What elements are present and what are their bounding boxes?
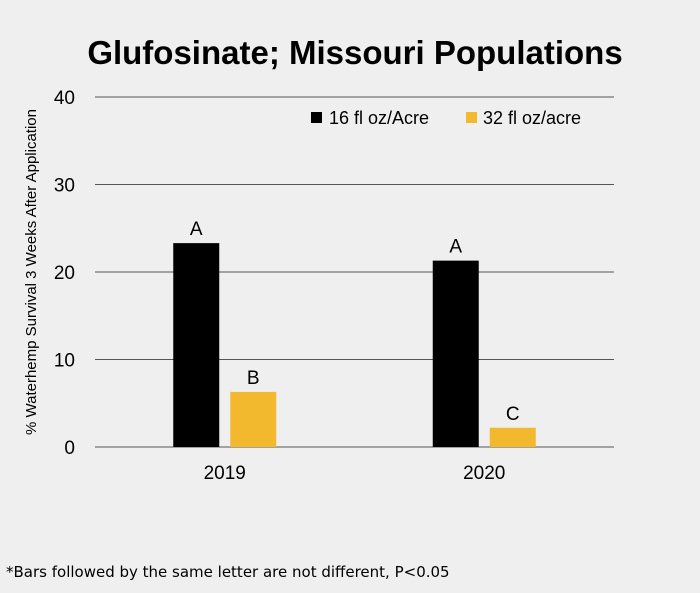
significance-letter: B (247, 368, 260, 389)
y-tick-label: 20 (54, 263, 75, 284)
y-tick-label: 0 (64, 438, 75, 459)
chart: Glufosinate; Missouri Populations 0 10 20 3… (23, 34, 623, 484)
significance-letter: A (190, 219, 203, 240)
x-axis: 2019 2020 (204, 463, 506, 484)
bar-2020-series-2 (489, 427, 536, 447)
legend-swatch-16-fl-oz (311, 112, 322, 123)
legend-swatch-32-fl-oz (466, 112, 477, 123)
significance-letter: C (506, 404, 520, 425)
y-tick-label: 30 (54, 176, 75, 197)
legend-label-16-fl-oz: 16 fl oz/Acre (329, 108, 429, 128)
y-tick-label: 40 (54, 88, 75, 109)
legend: 16 fl oz/Acre 32 fl oz/acre (311, 108, 581, 128)
bars: A B A C (173, 219, 536, 447)
y-tick-label: 10 (54, 351, 75, 372)
legend-label-32-fl-oz: 32 fl oz/acre (483, 108, 581, 128)
footnote: *Bars followed by the same letter are no… (6, 563, 450, 581)
chart-title: Glufosinate; Missouri Populations (87, 34, 622, 71)
grid (95, 96, 614, 448)
bar-2019-series-2 (230, 391, 277, 447)
y-axis: 0 10 20 30 40 (54, 88, 75, 459)
x-tick-label: 2020 (463, 463, 505, 484)
x-tick-label: 2019 (204, 463, 246, 484)
bar-2019-series-1 (173, 243, 220, 447)
y-axis-label: % Waterhemp Survival 3 Weeks After Appli… (23, 109, 40, 435)
significance-letter: A (449, 237, 462, 258)
bar-2020-series-1 (432, 260, 479, 447)
